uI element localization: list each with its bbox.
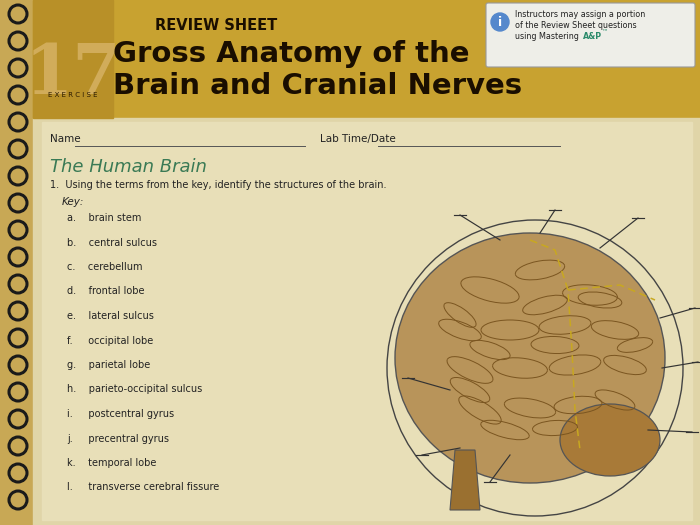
Text: e.    lateral sulcus: e. lateral sulcus bbox=[67, 311, 154, 321]
Bar bbox=[8, 387, 28, 397]
Text: c.    cerebellum: c. cerebellum bbox=[67, 262, 143, 272]
Bar bbox=[8, 252, 28, 262]
Bar bbox=[8, 90, 28, 100]
Text: b.    central sulcus: b. central sulcus bbox=[67, 237, 157, 247]
Text: l.     transverse cerebral fissure: l. transverse cerebral fissure bbox=[67, 482, 219, 492]
Bar bbox=[33, 118, 700, 525]
Bar bbox=[8, 360, 28, 370]
Text: 17: 17 bbox=[25, 41, 121, 109]
Bar bbox=[8, 9, 28, 19]
Text: The Human Brain: The Human Brain bbox=[50, 158, 207, 176]
Bar bbox=[8, 36, 28, 46]
Polygon shape bbox=[450, 450, 480, 510]
Text: j.     precentral gyrus: j. precentral gyrus bbox=[67, 434, 169, 444]
FancyBboxPatch shape bbox=[486, 3, 695, 67]
Text: using Mastering: using Mastering bbox=[515, 32, 582, 41]
Bar bbox=[33, 0, 700, 118]
Text: ™: ™ bbox=[601, 30, 608, 35]
Text: k.    temporal lobe: k. temporal lobe bbox=[67, 458, 156, 468]
Text: i.     postcentral gyrus: i. postcentral gyrus bbox=[67, 409, 174, 419]
Bar bbox=[8, 117, 28, 127]
Text: a.    brain stem: a. brain stem bbox=[67, 213, 141, 223]
Text: E X E R C I S E: E X E R C I S E bbox=[48, 92, 98, 98]
Bar bbox=[8, 441, 28, 451]
Text: Brain and Cranial Nerves: Brain and Cranial Nerves bbox=[113, 72, 522, 100]
Text: Key:: Key: bbox=[62, 197, 85, 207]
Text: Lab Time/Date: Lab Time/Date bbox=[320, 134, 396, 144]
Bar bbox=[8, 333, 28, 343]
Ellipse shape bbox=[560, 404, 660, 476]
Bar bbox=[42, 122, 692, 520]
Bar bbox=[33, 0, 113, 118]
Bar bbox=[8, 495, 28, 505]
Text: i: i bbox=[498, 16, 502, 28]
Text: d.    frontal lobe: d. frontal lobe bbox=[67, 287, 144, 297]
Text: f.     occipital lobe: f. occipital lobe bbox=[67, 335, 153, 345]
Bar bbox=[8, 468, 28, 478]
Bar bbox=[8, 279, 28, 289]
Circle shape bbox=[491, 13, 509, 31]
Text: h.    parieto-occipital sulcus: h. parieto-occipital sulcus bbox=[67, 384, 202, 394]
Bar bbox=[8, 63, 28, 73]
Text: 1.  Using the terms from the key, identify the structures of the brain.: 1. Using the terms from the key, identif… bbox=[50, 180, 386, 190]
Text: Instructors may assign a portion: Instructors may assign a portion bbox=[515, 10, 645, 19]
Text: of the Review Sheet questions: of the Review Sheet questions bbox=[515, 21, 636, 30]
Text: Gross Anatomy of the: Gross Anatomy of the bbox=[113, 40, 470, 68]
Text: Name: Name bbox=[50, 134, 80, 144]
Bar bbox=[8, 306, 28, 316]
Ellipse shape bbox=[395, 233, 665, 483]
Text: A&P: A&P bbox=[583, 32, 602, 41]
Text: REVIEW SHEET: REVIEW SHEET bbox=[155, 18, 277, 33]
Text: g.    parietal lobe: g. parietal lobe bbox=[67, 360, 150, 370]
Bar bbox=[8, 144, 28, 154]
Bar bbox=[8, 198, 28, 208]
Bar bbox=[8, 171, 28, 181]
Bar bbox=[8, 414, 28, 424]
Bar bbox=[8, 225, 28, 235]
